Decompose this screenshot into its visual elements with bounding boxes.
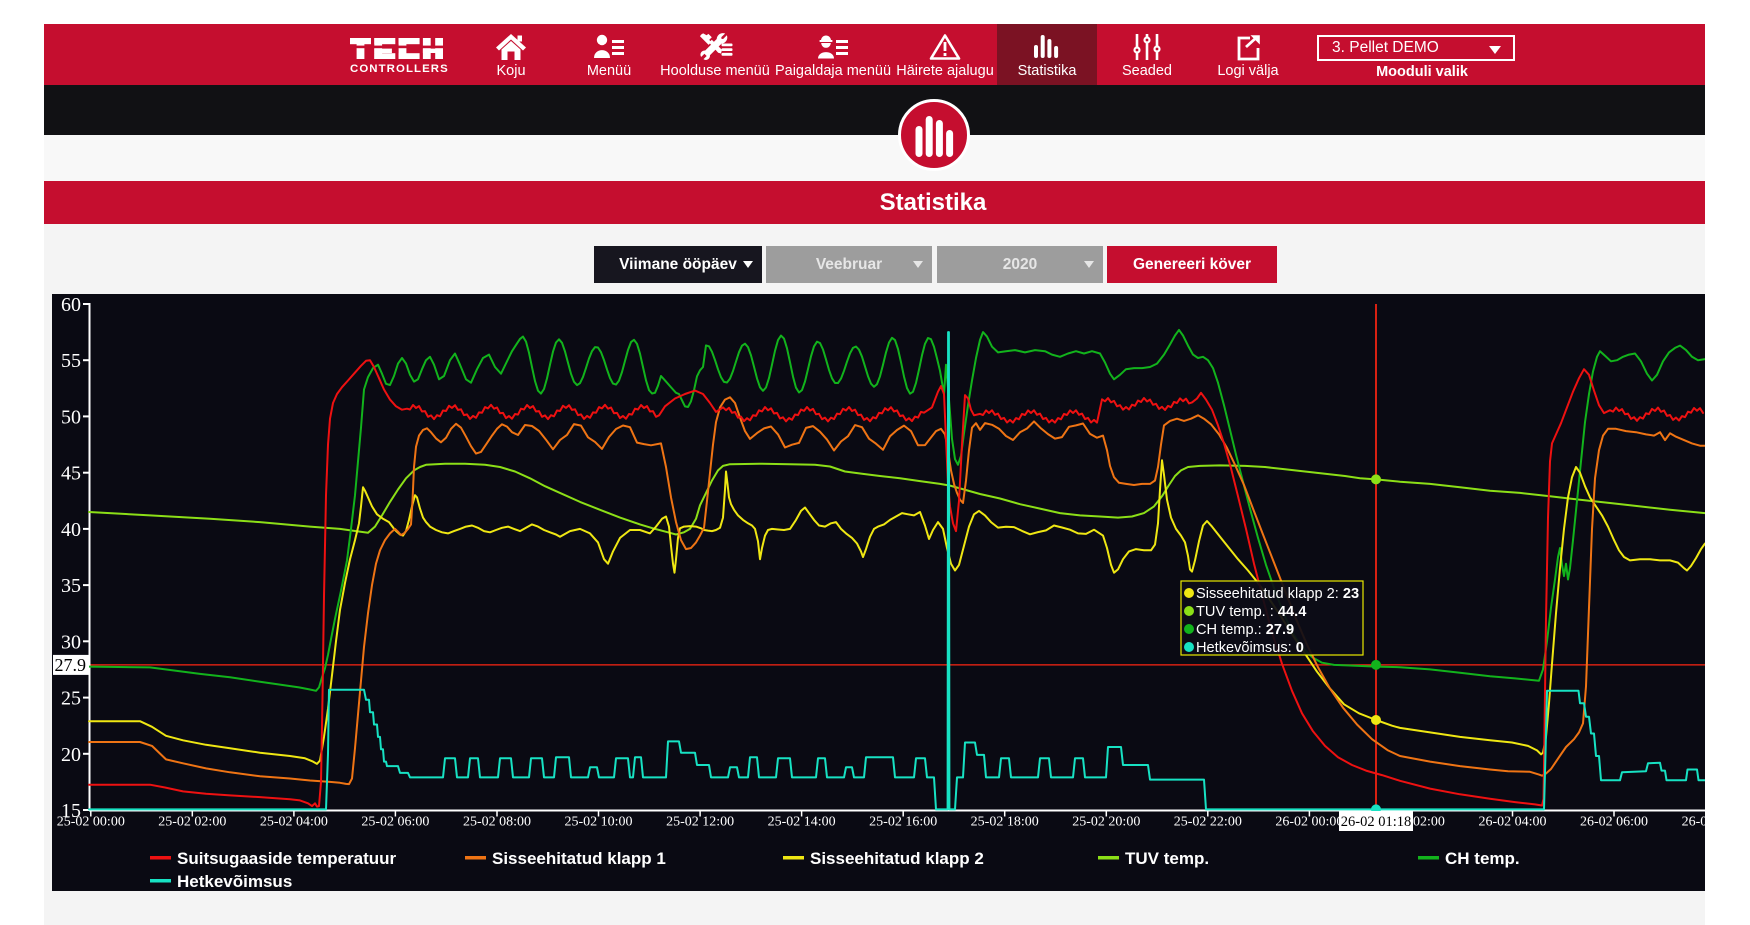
- svg-text:30: 30: [61, 631, 81, 653]
- svg-text:Sisseehitatud klapp 2: Sisseehitatud klapp 2: [810, 849, 984, 868]
- svg-text:45: 45: [61, 463, 81, 485]
- svg-text:25: 25: [61, 688, 81, 710]
- svg-text:25-02 20:00: 25-02 20:00: [1072, 815, 1140, 830]
- svg-text:26-02 06:00: 26-02 06:00: [1580, 815, 1648, 830]
- svg-text:25-02 18:00: 25-02 18:00: [971, 815, 1039, 830]
- svg-text:Sisseehitatud klapp 1: Sisseehitatud klapp 1: [492, 849, 666, 868]
- svg-text:25-02 06:00: 25-02 06:00: [361, 815, 429, 830]
- svg-text:26-02 01:18: 26-02 01:18: [1341, 814, 1411, 830]
- svg-text:60: 60: [61, 294, 81, 316]
- svg-text:55: 55: [61, 350, 81, 372]
- svg-text:20: 20: [61, 744, 81, 766]
- svg-text:CH temp.: 27.9: CH temp.: 27.9: [1196, 622, 1294, 638]
- svg-text:TUV temp.: TUV temp.: [1125, 849, 1209, 868]
- svg-text:26-02 08:00: 26-02 08:00: [1682, 815, 1705, 830]
- svg-text:50: 50: [61, 406, 81, 428]
- svg-text:25-02 22:00: 25-02 22:00: [1174, 815, 1242, 830]
- svg-text:25-02 10:00: 25-02 10:00: [564, 815, 632, 830]
- svg-text:25-02 00:00: 25-02 00:00: [57, 815, 125, 830]
- svg-text:Hetkevõimsus: 0: Hetkevõimsus: 0: [1196, 640, 1304, 656]
- svg-text:40: 40: [61, 519, 81, 541]
- svg-text:Hetkevõimsus: Hetkevõimsus: [177, 872, 292, 891]
- svg-text:25-02 02:00: 25-02 02:00: [158, 815, 226, 830]
- svg-text:26-02 00:00: 26-02 00:00: [1275, 815, 1343, 830]
- svg-text:35: 35: [61, 575, 81, 597]
- svg-text:25-02 12:00: 25-02 12:00: [666, 815, 734, 830]
- svg-text:25-02 16:00: 25-02 16:00: [869, 815, 937, 830]
- svg-text:25-02 08:00: 25-02 08:00: [463, 815, 531, 830]
- svg-text:15: 15: [61, 800, 81, 822]
- svg-text:CONTROLLERS: CONTROLLERS: [350, 63, 449, 74]
- svg-text:TUV temp. : 44.4: TUV temp. : 44.4: [1196, 604, 1307, 620]
- svg-text:CH temp.: CH temp.: [1445, 849, 1520, 868]
- svg-text:27.9: 27.9: [55, 655, 87, 675]
- svg-text:25-02 04:00: 25-02 04:00: [260, 815, 328, 830]
- svg-text:Suitsugaaside temperatuur: Suitsugaaside temperatuur: [177, 849, 397, 868]
- svg-text:25-02 14:00: 25-02 14:00: [768, 815, 836, 830]
- svg-text:26-02 04:00: 26-02 04:00: [1478, 815, 1546, 830]
- svg-text:Sisseehitatud klapp 2: 23: Sisseehitatud klapp 2: 23: [1196, 586, 1359, 602]
